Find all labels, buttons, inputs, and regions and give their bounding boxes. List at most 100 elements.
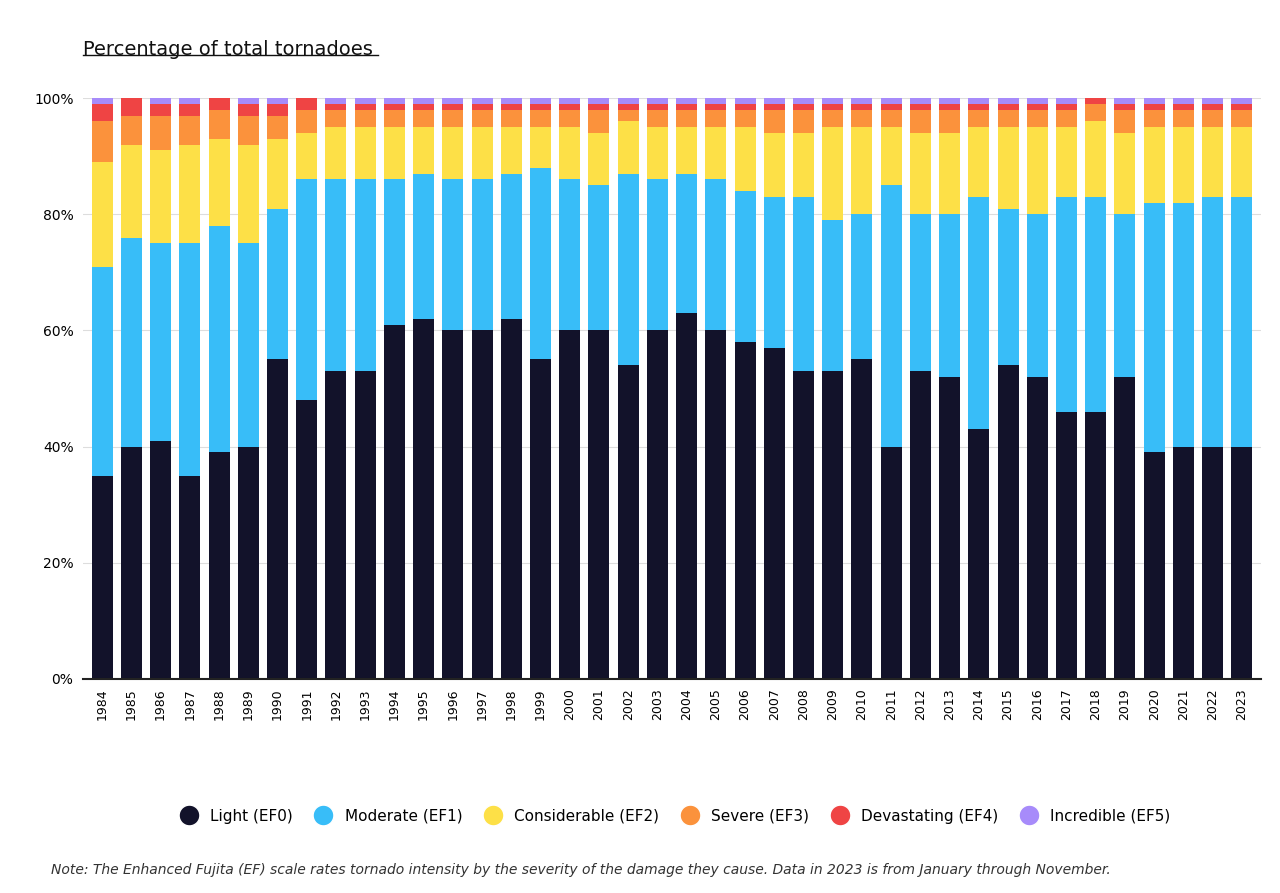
Bar	[997, 127, 1019, 208]
Bar	[910, 104, 931, 110]
Bar	[764, 133, 785, 196]
Bar	[1143, 203, 1165, 452]
Bar	[1056, 110, 1076, 127]
Bar	[296, 98, 317, 110]
Bar	[530, 359, 550, 679]
Bar	[997, 208, 1019, 365]
Bar	[910, 214, 931, 371]
Bar	[764, 110, 785, 133]
Bar	[120, 145, 142, 238]
Text: Percentage of total tornadoes: Percentage of total tornadoes	[83, 40, 372, 59]
Bar	[179, 475, 201, 679]
Bar	[1085, 98, 1106, 104]
Bar	[1085, 412, 1106, 679]
Bar	[179, 145, 201, 243]
Bar	[355, 104, 376, 110]
Bar	[325, 104, 347, 110]
Bar	[794, 197, 814, 371]
Bar	[822, 98, 844, 104]
Legend: Light (EF0), Moderate (EF1), Considerable (EF2), Severe (EF3), Devastating (EF4): Light (EF0), Moderate (EF1), Considerabl…	[168, 803, 1176, 830]
Bar	[1115, 377, 1135, 679]
Bar	[1231, 110, 1252, 127]
Bar	[646, 104, 668, 110]
Bar	[443, 104, 463, 110]
Bar	[1143, 452, 1165, 679]
Bar	[384, 104, 404, 110]
Bar	[940, 377, 960, 679]
Bar	[530, 128, 550, 168]
Bar	[1056, 98, 1076, 104]
Bar	[559, 127, 580, 179]
Bar	[589, 104, 609, 110]
Bar	[384, 98, 404, 104]
Bar	[1172, 446, 1194, 679]
Bar	[530, 98, 550, 104]
Bar	[735, 98, 755, 104]
Bar	[92, 266, 113, 475]
Bar	[1202, 98, 1224, 104]
Bar	[443, 179, 463, 330]
Bar	[705, 179, 726, 330]
Bar	[705, 330, 726, 679]
Bar	[1143, 98, 1165, 104]
Bar	[881, 185, 901, 447]
Bar	[325, 98, 347, 104]
Bar	[150, 440, 172, 679]
Bar	[1202, 446, 1224, 679]
Bar	[735, 104, 755, 110]
Bar	[209, 452, 229, 679]
Bar	[530, 168, 550, 359]
Bar	[92, 475, 113, 679]
Bar	[794, 98, 814, 104]
Bar	[794, 133, 814, 196]
Bar	[92, 162, 113, 266]
Bar	[179, 104, 201, 115]
Bar	[296, 133, 317, 179]
Bar	[589, 133, 609, 185]
Bar	[851, 214, 873, 359]
Bar	[209, 226, 229, 452]
Bar	[238, 446, 259, 679]
Bar	[676, 173, 698, 313]
Bar	[296, 110, 317, 133]
Bar	[968, 196, 989, 430]
Bar	[589, 110, 609, 133]
Bar	[881, 446, 901, 679]
Bar	[1231, 127, 1252, 196]
Bar	[997, 110, 1019, 127]
Bar	[92, 121, 113, 162]
Bar	[1172, 110, 1194, 127]
Bar	[940, 104, 960, 110]
Bar	[500, 110, 522, 127]
Bar	[355, 371, 376, 679]
Bar	[120, 446, 142, 679]
Bar	[268, 138, 288, 208]
Bar	[851, 104, 873, 110]
Bar	[968, 98, 989, 104]
Bar	[589, 185, 609, 330]
Bar	[559, 98, 580, 104]
Bar	[1115, 214, 1135, 377]
Bar	[764, 104, 785, 110]
Bar	[443, 330, 463, 679]
Bar	[705, 127, 726, 179]
Bar	[735, 127, 755, 191]
Bar	[1202, 127, 1224, 196]
Bar	[413, 127, 434, 173]
Bar	[646, 127, 668, 179]
Bar	[500, 98, 522, 104]
Bar	[997, 98, 1019, 104]
Bar	[1027, 110, 1048, 127]
Bar	[268, 104, 288, 115]
Bar	[646, 98, 668, 104]
Bar	[618, 98, 639, 104]
Bar	[325, 110, 347, 127]
Bar	[209, 98, 229, 110]
Bar	[268, 359, 288, 679]
Bar	[238, 145, 259, 243]
Bar	[910, 371, 931, 679]
Bar	[881, 127, 901, 185]
Bar	[1027, 104, 1048, 110]
Bar	[676, 313, 698, 679]
Bar	[735, 191, 755, 342]
